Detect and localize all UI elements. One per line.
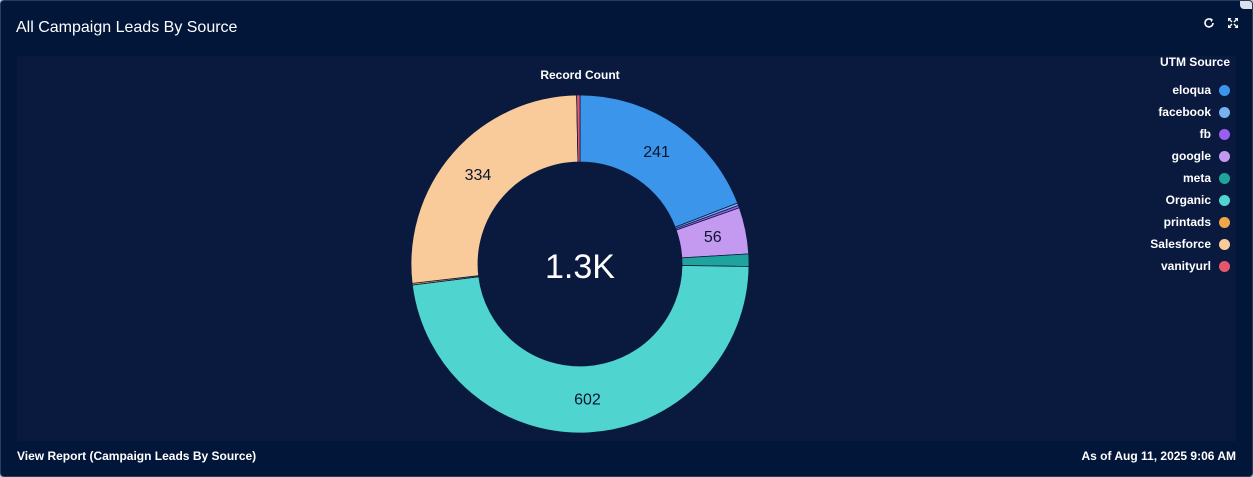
legend-title: UTM Source bbox=[1159, 55, 1230, 69]
legend-dot bbox=[1219, 216, 1230, 228]
legend-item-label: printads bbox=[1163, 215, 1211, 229]
as-of-timestamp: As of Aug 11, 2025 9:06 AM bbox=[1081, 449, 1237, 463]
legend-item-label: fb bbox=[1199, 127, 1211, 141]
chart-area: Record Count 241 56 602 334 1.3K bbox=[17, 56, 1236, 441]
expand-icon[interactable] bbox=[1226, 15, 1240, 31]
corner-tab bbox=[1240, 1, 1252, 9]
legend-item-organic[interactable]: Organic bbox=[1120, 189, 1230, 211]
legend: UTM Source eloqua facebook fb google meta Org… bbox=[1120, 55, 1230, 277]
slice-data-label: 334 bbox=[465, 167, 492, 184]
view-report-link[interactable]: View Report (Campaign Leads By Source) bbox=[17, 449, 257, 463]
legend-item-label: Organic bbox=[1165, 193, 1211, 207]
legend-item-eloqua[interactable]: eloqua bbox=[1120, 79, 1230, 101]
legend-item-label: Salesforce bbox=[1150, 237, 1211, 251]
legend-dot bbox=[1219, 260, 1230, 272]
legend-item-label: eloqua bbox=[1172, 83, 1211, 97]
legend-dot bbox=[1219, 172, 1230, 184]
chart-title: Record Count bbox=[540, 68, 619, 82]
header-icons bbox=[1202, 15, 1240, 31]
legend-dot bbox=[1219, 128, 1230, 140]
legend-dot bbox=[1219, 84, 1230, 96]
center-total-label: 1.3K bbox=[545, 248, 615, 286]
legend-item-label: vanityurl bbox=[1160, 259, 1211, 273]
donut-slice-organic[interactable] bbox=[411, 265, 750, 434]
legend-dot bbox=[1219, 150, 1230, 162]
refresh-icon[interactable] bbox=[1202, 15, 1216, 31]
donut-chart: Record Count 241 56 602 334 1.3K bbox=[410, 68, 750, 434]
widget-title: All Campaign Leads By Source bbox=[16, 19, 238, 36]
legend-dot bbox=[1219, 106, 1230, 118]
slice-data-label: 241 bbox=[643, 144, 670, 161]
legend-item-label: google bbox=[1171, 149, 1211, 163]
legend-item-google[interactable]: google bbox=[1120, 145, 1230, 167]
legend-item-label: meta bbox=[1182, 171, 1211, 185]
legend-item-facebook[interactable]: facebook bbox=[1120, 101, 1230, 123]
slice-data-label: 56 bbox=[704, 229, 722, 246]
legend-item-label: facebook bbox=[1158, 105, 1211, 119]
donut-slice-vanityurl[interactable] bbox=[576, 94, 581, 163]
legend-item-salesforce[interactable]: Salesforce bbox=[1120, 233, 1230, 255]
donut-slice-salesforce[interactable] bbox=[410, 94, 579, 284]
legend-item-meta[interactable]: meta bbox=[1120, 167, 1230, 189]
slice-data-label: 602 bbox=[574, 391, 601, 408]
legend-item-fb[interactable]: fb bbox=[1120, 123, 1230, 145]
legend-dot bbox=[1219, 238, 1230, 250]
legend-item-vanityurl[interactable]: vanityurl bbox=[1120, 255, 1230, 277]
legend-item-printads[interactable]: printads bbox=[1120, 211, 1230, 233]
legend-dot bbox=[1219, 194, 1230, 206]
